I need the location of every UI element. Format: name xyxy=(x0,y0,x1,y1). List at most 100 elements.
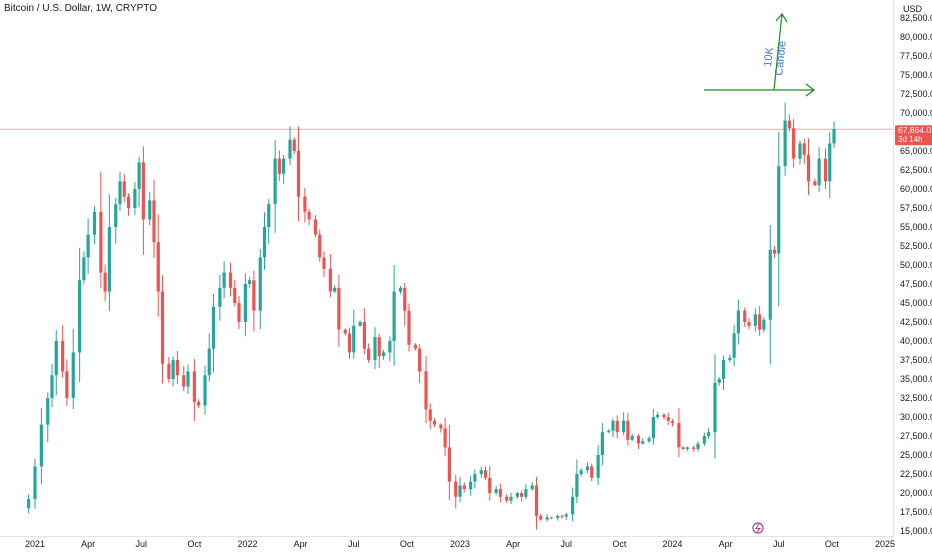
candle-body xyxy=(783,120,787,167)
candle-body xyxy=(647,438,651,442)
candle-body xyxy=(600,432,604,455)
candle-body xyxy=(175,360,179,376)
candle-body xyxy=(160,291,165,364)
candle-body xyxy=(579,470,583,474)
candle-body xyxy=(424,371,428,410)
candle-body xyxy=(362,322,366,349)
candle-body xyxy=(322,257,326,269)
candle-body xyxy=(747,322,751,326)
candle-body xyxy=(277,158,281,174)
candle-body xyxy=(33,466,37,500)
candle-body xyxy=(636,436,641,444)
y-tick-label: 22,500.00 xyxy=(900,469,932,479)
annotation-layer: 10KCandle xyxy=(704,12,815,534)
candle-body xyxy=(524,489,528,497)
candle-body xyxy=(186,371,190,387)
lightning-event-icon xyxy=(752,522,764,534)
chart-title: Bitcoin / U.S. Dollar, 1W, CRYPTO xyxy=(4,3,158,14)
y-tick-label: 72,500.00 xyxy=(900,89,932,99)
candle-body xyxy=(148,200,152,220)
candle-body xyxy=(367,348,371,360)
candle-body xyxy=(388,341,392,353)
x-tick-label: Jul xyxy=(773,539,785,549)
y-tick-label: 82,500.00 xyxy=(900,13,932,23)
annotation-horizontal-arrowhead xyxy=(805,83,815,97)
candle-body xyxy=(313,219,318,235)
candle-body xyxy=(651,417,655,439)
candle-body xyxy=(82,257,86,281)
annotation-text-line: Candle xyxy=(773,40,789,76)
candle-body xyxy=(152,200,156,243)
candle-body xyxy=(447,447,451,482)
candle-body xyxy=(713,382,717,433)
candle-body xyxy=(483,470,488,478)
candle-body xyxy=(692,447,696,449)
candle-body xyxy=(61,341,65,372)
candle-body xyxy=(328,268,332,292)
candle-body xyxy=(432,420,437,425)
candle-body xyxy=(615,420,619,433)
candle-body xyxy=(288,139,292,159)
candle-body xyxy=(717,379,721,383)
candle-body xyxy=(137,162,141,189)
candle-body xyxy=(479,470,483,474)
candle-body xyxy=(772,249,777,254)
candle-body xyxy=(802,143,806,155)
candle-body xyxy=(473,474,477,482)
candle-body xyxy=(571,496,575,515)
candle-body xyxy=(666,417,670,421)
x-tick-label: Apr xyxy=(294,539,308,549)
y-tick-label: 32,500.00 xyxy=(900,393,932,403)
candle-body xyxy=(685,447,689,449)
candle-body xyxy=(753,314,757,326)
annotation-vertical-arrowhead xyxy=(775,12,788,23)
candle-body xyxy=(233,287,237,303)
y-tick-label: 50,000.00 xyxy=(900,260,932,270)
y-tick-label: 70,000.00 xyxy=(900,108,932,118)
candle-body xyxy=(575,474,579,497)
y-tick-label: 65,000.00 xyxy=(900,146,932,156)
x-tick-label: 2025 xyxy=(875,539,895,549)
x-tick-label: 2024 xyxy=(662,539,682,549)
candle-body xyxy=(806,154,811,182)
candle-body xyxy=(515,493,519,497)
x-tick-label: Apr xyxy=(719,539,733,549)
y-tick-label: 35,000.00 xyxy=(900,374,932,384)
candle-body xyxy=(303,196,307,212)
candle-body xyxy=(65,371,69,398)
candle-body xyxy=(462,485,466,490)
lightning-glyph xyxy=(755,523,762,533)
candle-body xyxy=(126,196,131,208)
candle-body xyxy=(377,337,381,357)
candle-body xyxy=(509,496,513,501)
candle-body xyxy=(307,211,311,220)
candle-body xyxy=(832,129,836,144)
candle-body xyxy=(392,291,396,341)
candle-body xyxy=(262,227,267,258)
candle-body xyxy=(681,447,685,449)
candle-body xyxy=(823,158,828,182)
candle-body xyxy=(50,375,54,398)
candle-body xyxy=(203,375,207,406)
candle-body xyxy=(107,227,111,292)
candle-body xyxy=(248,280,252,284)
y-tick-label: 62,500.00 xyxy=(900,165,932,175)
y-tick-label: 45,000.00 xyxy=(900,298,932,308)
y-tick-label: 80,000.00 xyxy=(900,32,932,42)
annotation-text-line: 10K xyxy=(762,46,776,67)
candle-body xyxy=(86,234,90,258)
y-tick-label: 47,500.00 xyxy=(900,279,932,289)
candle-body xyxy=(488,477,492,493)
candle-body xyxy=(218,287,222,307)
candle-body xyxy=(358,322,362,326)
x-tick-label: Jul xyxy=(135,539,147,549)
candle-body xyxy=(458,485,462,497)
candle-body xyxy=(762,319,766,330)
candle-body xyxy=(534,485,539,516)
candle-body xyxy=(469,481,473,490)
y-axis: USD 15,000.00 17,500.00 20,000.00 22,500.00 2… xyxy=(895,4,932,536)
x-tick-label: 2021 xyxy=(25,539,45,549)
candle-body xyxy=(728,357,732,360)
candle-body xyxy=(54,341,58,376)
